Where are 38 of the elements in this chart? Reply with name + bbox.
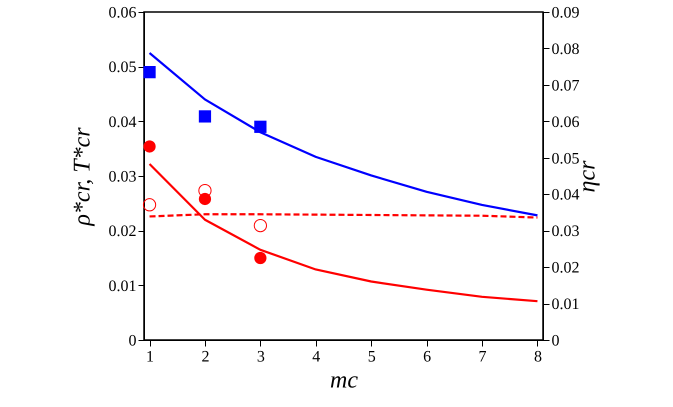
y2-tick-label: 0.08 bbox=[552, 40, 580, 58]
line-series bbox=[148, 52, 539, 216]
y-tick-label: 0.06 bbox=[108, 4, 136, 22]
y-axis-title: ρ*cr, T*cr bbox=[70, 126, 96, 227]
y2-tick-label: 0 bbox=[552, 332, 560, 350]
x-axis-title: mc bbox=[330, 368, 358, 394]
y-tick-label: 0.03 bbox=[108, 168, 136, 186]
x-tick-label: 7 bbox=[478, 348, 487, 366]
x-tick-label: 8 bbox=[534, 348, 542, 366]
x-tick-label: 5 bbox=[368, 348, 376, 366]
y-tick-label: 0 bbox=[128, 332, 136, 350]
y2-tick-label: 0.06 bbox=[552, 114, 580, 131]
point bbox=[254, 120, 266, 133]
point bbox=[254, 218, 267, 232]
point bbox=[198, 184, 212, 198]
x-tick-label: 3 bbox=[256, 348, 265, 366]
y2-tick-label: 0.02 bbox=[552, 260, 580, 277]
point bbox=[198, 110, 212, 123]
point bbox=[143, 140, 156, 153]
x-tick-label: 4 bbox=[312, 348, 320, 366]
y2-tick-label: 0.05 bbox=[552, 150, 580, 168]
y-tick-label: 0.05 bbox=[108, 59, 136, 76]
x-tick-label: 6 bbox=[423, 348, 432, 366]
y2-tick-label: 0.01 bbox=[552, 296, 580, 314]
y2-tick-label: 0.07 bbox=[552, 77, 580, 94]
y-tick-label: 0.02 bbox=[108, 223, 136, 240]
y2-tick-label: 0.04 bbox=[552, 186, 580, 204]
y-tick-label: 0.04 bbox=[108, 114, 136, 131]
point bbox=[198, 192, 212, 206]
y-tick-label: 0.01 bbox=[108, 278, 136, 295]
line-series bbox=[148, 162, 539, 302]
point bbox=[142, 198, 156, 212]
x-tick-label: 1 bbox=[146, 348, 154, 366]
point bbox=[254, 252, 266, 264]
y2-tick-label: 0.03 bbox=[552, 223, 580, 240]
y2-tick-label: 0.09 bbox=[552, 4, 580, 22]
x-tick-label: 2 bbox=[201, 348, 210, 366]
point bbox=[143, 66, 156, 78]
